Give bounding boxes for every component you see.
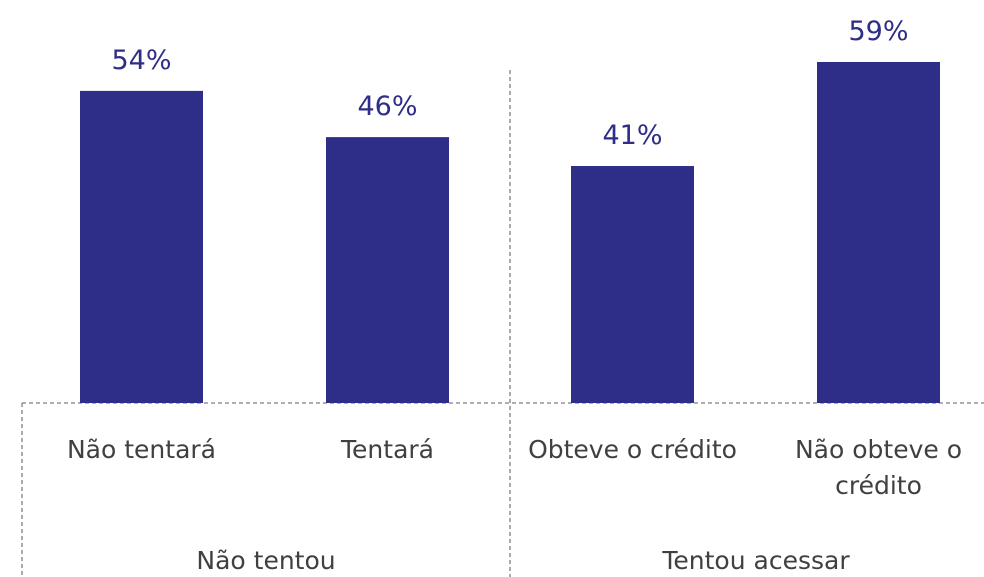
x-tick-label: Não obteve o crédito	[794, 435, 963, 500]
x-tick-label: Tentará	[341, 435, 434, 464]
group-label: Não tentou	[196, 546, 336, 575]
x-tick-label: Obteve o crédito	[528, 435, 737, 464]
bar	[571, 166, 694, 403]
x-tick-label: Não tentará	[66, 435, 216, 464]
bar	[817, 61, 940, 403]
data-label: 59%	[848, 15, 909, 47]
group-label: Tentou acessar	[662, 546, 850, 575]
bar	[80, 90, 203, 403]
data-label: 41%	[602, 120, 663, 152]
data-label: 46%	[357, 91, 418, 123]
data-label: 54%	[111, 44, 172, 76]
bar	[326, 137, 449, 403]
